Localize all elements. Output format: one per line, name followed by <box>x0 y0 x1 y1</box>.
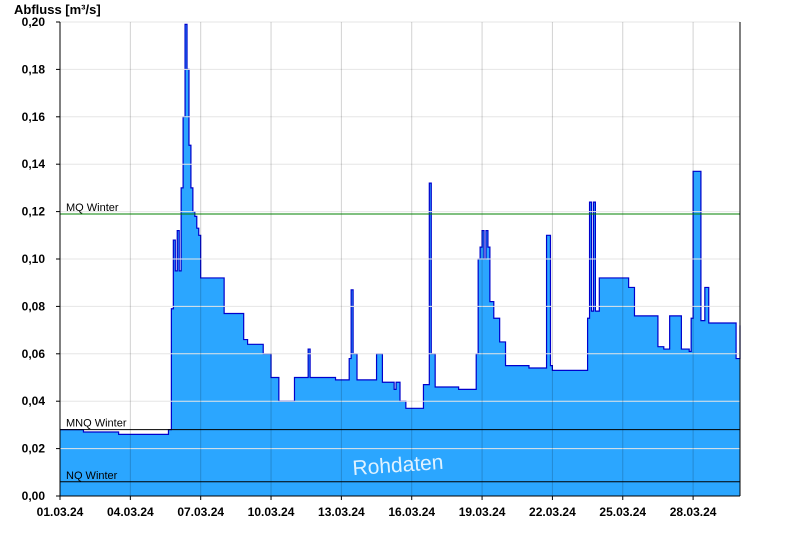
x-tick-label: 01.03.24 <box>37 505 84 519</box>
reference-lines: MQ Winter MNQ Winter NQ Winter <box>60 202 740 483</box>
axes <box>56 21 741 500</box>
y-tick-label: 0,16 <box>22 110 46 124</box>
x-tick-label: 13.03.24 <box>318 505 365 519</box>
grid <box>60 21 740 496</box>
x-tick-label: 07.03.24 <box>177 505 224 519</box>
y-tick-label: 0,14 <box>22 157 46 171</box>
y-tick-label: 0,10 <box>22 252 46 266</box>
x-tick-labels: 01.03.24 04.03.24 07.03.24 10.03.24 13.03.24… <box>37 505 717 519</box>
y-tick-label: 0,04 <box>22 394 46 408</box>
reference-line-label: MNQ Winter <box>66 418 127 430</box>
reference-line-label: NQ Winter <box>66 470 118 482</box>
y-tick-label: 0,08 <box>22 299 46 313</box>
x-tick-label: 16.03.24 <box>388 505 435 519</box>
y-axis-label: Abfluss [m³/s] <box>14 2 101 17</box>
y-tick-label: 0,02 <box>22 442 46 456</box>
y-tick-label: 0,06 <box>22 347 46 361</box>
x-tick-label: 22.03.24 <box>529 505 576 519</box>
discharge-line <box>60 23 741 435</box>
y-tick-label: 0,20 <box>22 15 46 29</box>
y-tick-label: 0,18 <box>22 62 46 76</box>
y-tick-label: 0,12 <box>22 205 46 219</box>
x-tick-label: 19.03.24 <box>459 505 506 519</box>
x-tick-label: 04.03.24 <box>107 505 154 519</box>
x-tick-label: 28.03.24 <box>670 505 717 519</box>
x-tick-label: 10.03.24 <box>248 505 295 519</box>
x-tick-label: 25.03.24 <box>599 505 646 519</box>
y-tick-label: 0,00 <box>22 489 46 503</box>
area-series <box>60 23 741 497</box>
y-tick-labels: 0,00 0,02 0,04 0,06 0,08 0,10 0,12 0,14 0,16 0,18… <box>22 15 46 503</box>
discharge-area <box>60 24 740 497</box>
reference-line-label: MQ Winter <box>66 202 119 214</box>
